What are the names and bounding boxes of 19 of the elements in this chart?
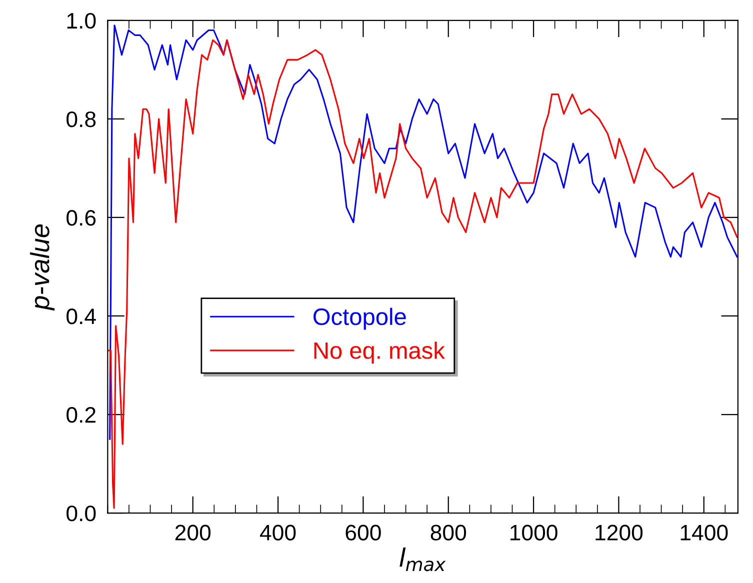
line-series — [109, 24, 738, 440]
legend-label: No eq. mask — [314, 342, 445, 364]
y-tick-label: 0.2 — [66, 407, 96, 423]
x-tick-label: 800 — [430, 524, 466, 540]
x-tick-label: 400 — [260, 524, 296, 540]
y-tick-label: 0.8 — [66, 111, 96, 128]
y-axis-title: p-value — [30, 224, 55, 311]
y-tick-label: 0.6 — [66, 210, 96, 226]
x-tick-label: 1200 — [596, 524, 643, 540]
x-axis-title: l$_{max}$ — [400, 548, 446, 572]
x-tick-label: 200 — [175, 524, 211, 540]
x-tick-label: 600 — [346, 524, 381, 540]
y-tick-label: 1.0 — [67, 12, 96, 29]
line-series — [108, 39, 738, 509]
x-tick-label: 1000 — [510, 524, 558, 540]
legend-label: Octopole — [314, 308, 406, 330]
y-tick-label: 0.0 — [66, 506, 96, 522]
y-tick-label: 0.4 — [66, 308, 96, 324]
x-tick-label: 1400 — [680, 524, 728, 540]
